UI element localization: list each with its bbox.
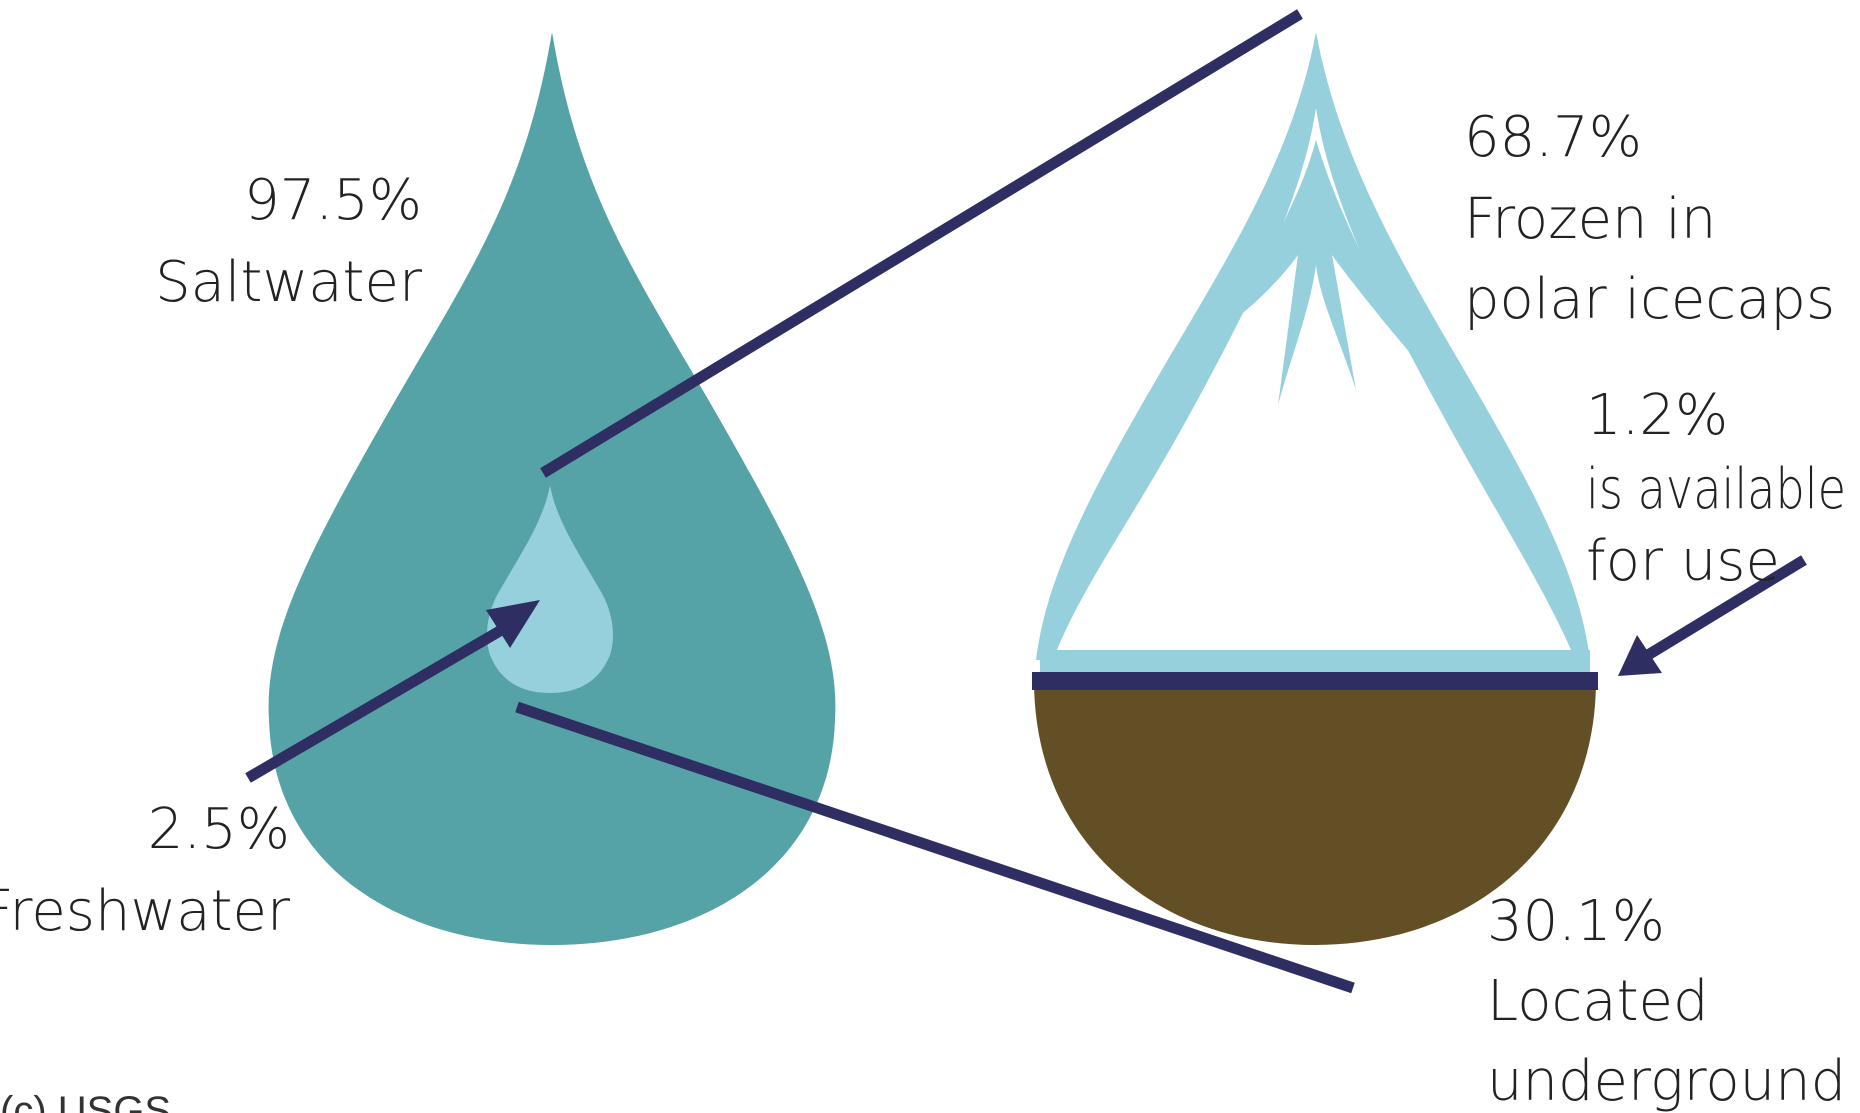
underground-percent: 30.1% bbox=[1487, 889, 1665, 954]
freshwater-drop bbox=[487, 485, 613, 693]
underground-bowl bbox=[1034, 680, 1596, 945]
underground-label-line2: underground bbox=[1487, 1049, 1846, 1113]
connector-line-bottom bbox=[515, 701, 1355, 994]
freshwater-arrow-shaft bbox=[245, 620, 513, 783]
underground-label-line1: Located bbox=[1487, 969, 1709, 1034]
available-arrow-shaft bbox=[1645, 555, 1807, 660]
credit-text: (c) USGS bbox=[0, 1089, 171, 1113]
available-arrow-head bbox=[1618, 635, 1662, 676]
icecap-inner bbox=[1056, 108, 1572, 652]
available-percent: 1.2% bbox=[1586, 383, 1728, 448]
available-label-line2: for use bbox=[1586, 529, 1780, 594]
freshwater-percent: 2.5% bbox=[148, 797, 290, 862]
icecaps-percent: 68.7% bbox=[1464, 105, 1642, 170]
icecaps-label-line2: polar icecaps bbox=[1464, 267, 1835, 332]
freshwater-label: Freshwater bbox=[0, 879, 290, 944]
icecaps-label-line1: Frozen in bbox=[1464, 187, 1716, 252]
saltwater-percent: 97.5% bbox=[244, 168, 422, 233]
available-label-line1: is available bbox=[1586, 457, 1846, 522]
saltwater-label: Saltwater bbox=[155, 250, 422, 315]
saltwater-drop bbox=[268, 32, 836, 945]
ice-spikes bbox=[1220, 140, 1418, 405]
connector-line-top bbox=[540, 9, 1303, 478]
icecap-bottom-band bbox=[1040, 650, 1590, 672]
available-water-band bbox=[1032, 672, 1598, 690]
freshwater-arrow-head bbox=[486, 600, 540, 648]
